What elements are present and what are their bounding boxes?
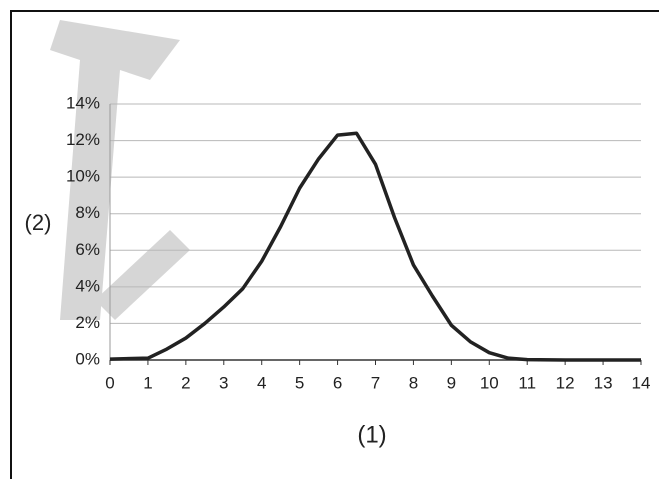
x-tick-label: 5 — [295, 373, 304, 392]
y-tick-label: 6% — [75, 240, 100, 259]
y-tick-label: 10% — [66, 167, 100, 186]
x-tick-label: 13 — [594, 373, 613, 392]
x-tick-label: 7 — [371, 373, 380, 392]
line-series — [109, 131, 641, 362]
x-axis-label: (1) — [357, 421, 386, 448]
x-tick-label: 12 — [556, 373, 575, 392]
y-tick-label: 14% — [66, 93, 100, 112]
x-tick-label: 8 — [409, 373, 418, 392]
y-tick-label: 2% — [75, 313, 100, 332]
x-tick-label: 4 — [257, 373, 266, 392]
x-tick-label: 14 — [632, 373, 651, 392]
x-tick-label: 9 — [447, 373, 456, 392]
x-tick-label: 3 — [219, 373, 228, 392]
y-tick-label: 4% — [75, 276, 100, 295]
x-tick-label: 6 — [333, 373, 342, 392]
y-tick-label: 0% — [75, 349, 100, 368]
y-tick-label: 12% — [66, 130, 100, 149]
x-tick-label: 10 — [480, 373, 499, 392]
x-tick-label: 2 — [181, 373, 190, 392]
y-tick-label: 8% — [75, 203, 100, 222]
x-tick-label: 1 — [143, 373, 152, 392]
x-tick-label: 0 — [105, 373, 114, 392]
watermark — [95, 230, 190, 320]
x-tick-label: 11 — [518, 373, 536, 392]
watermark — [50, 20, 180, 320]
y-axis-label: (2) — [25, 210, 52, 235]
